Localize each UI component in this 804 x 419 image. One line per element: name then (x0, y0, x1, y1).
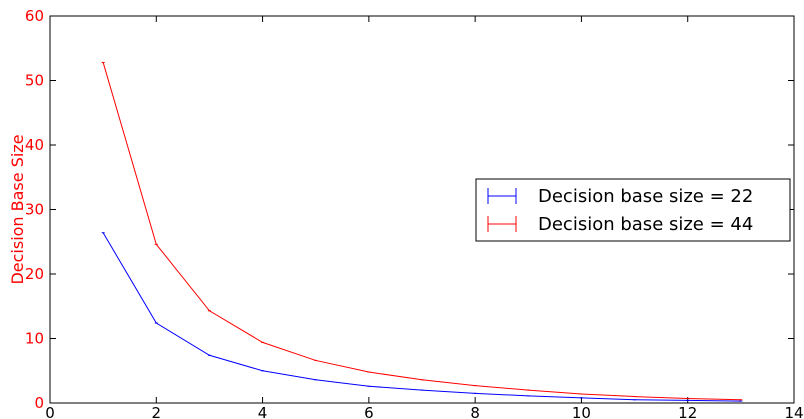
y-tick-label: 10 (25, 330, 44, 348)
plot-series (101, 61, 743, 402)
legend-box (475, 178, 791, 242)
x-tick-label: 8 (470, 404, 480, 419)
legend-item-2: Decision base size = 44 (487, 214, 753, 235)
x-tick-label: 10 (572, 404, 591, 419)
y-tick-label: 40 (25, 136, 44, 154)
x-tick-label: 6 (364, 404, 374, 419)
x-tick-label: 14 (784, 404, 803, 419)
y-tick-label: 30 (25, 201, 44, 219)
plot-frame (49, 15, 795, 404)
y-tick-label: 60 (25, 7, 44, 25)
legend-label: Decision base size = 22 (538, 186, 753, 207)
legend: Decision base size = 22 Decision base siz… (475, 178, 791, 242)
x-tick-label: 0 (45, 404, 55, 419)
y-tick-label: 50 (25, 72, 44, 90)
legend-label: Decision base size = 44 (538, 214, 753, 235)
legend-items: Decision base size = 22 Decision base siz… (487, 186, 753, 235)
y-tick-label: 0 (34, 394, 44, 412)
y-axis-label: Decision Base Size (8, 134, 27, 284)
series-line-1 (102, 232, 741, 402)
x-tick-label: 2 (152, 404, 162, 419)
x-tick-label: 12 (678, 404, 697, 419)
legend-item-1: Decision base size = 22 (487, 186, 753, 207)
y-tick-label: 20 (25, 265, 44, 283)
x-tick-label: 4 (258, 404, 268, 419)
